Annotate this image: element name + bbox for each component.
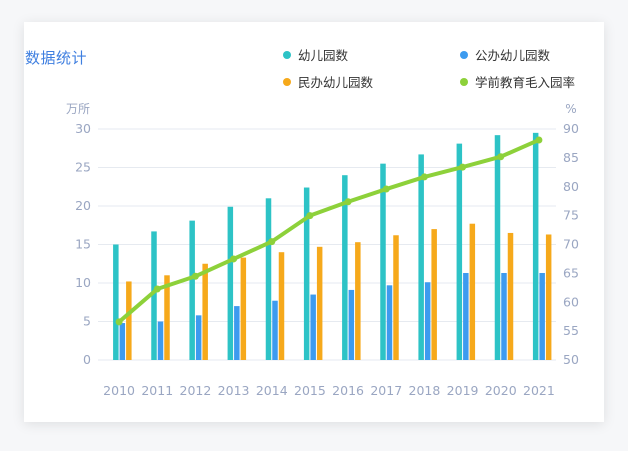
bar-kindergartens bbox=[494, 135, 501, 360]
left-axis-ticks: 0 5 10 15 20 25 30 bbox=[75, 121, 91, 367]
legend-swatch-public bbox=[460, 50, 468, 59]
line-point bbox=[344, 198, 352, 206]
bar-private bbox=[393, 235, 399, 360]
right-tick-label: 60 bbox=[563, 294, 579, 309]
right-tick-label: 90 bbox=[563, 121, 579, 136]
x-axis-labels: 2010 2011 2012 2013 2014 2015 2016 2017 2018 2019… bbox=[103, 383, 555, 398]
x-tick-label: 2016 bbox=[332, 383, 364, 398]
bar-public bbox=[310, 294, 316, 360]
bar-kindergartens bbox=[151, 231, 157, 360]
legend-public[interactable]: 公办幼儿园数 bbox=[460, 45, 550, 64]
line-point bbox=[535, 136, 543, 144]
legend-kindergartens[interactable]: 幼儿园数 bbox=[283, 45, 348, 64]
bar-public bbox=[386, 285, 393, 360]
chart-title: 数据统计 bbox=[25, 49, 88, 67]
bar-public bbox=[539, 272, 545, 360]
legend-private[interactable]: 民办幼儿园数 bbox=[283, 72, 373, 91]
bar-kindergartens bbox=[189, 220, 195, 360]
line-point bbox=[153, 285, 161, 293]
bar-kindergartens bbox=[227, 206, 234, 360]
line-point bbox=[115, 318, 123, 326]
bar-public bbox=[424, 282, 431, 360]
right-tick-label: 85 bbox=[563, 150, 579, 165]
x-tick-label: 2012 bbox=[180, 383, 212, 398]
x-tick-label: 2014 bbox=[256, 383, 288, 398]
bar-public bbox=[348, 289, 355, 360]
left-tick-label: 0 bbox=[83, 352, 91, 367]
line-point bbox=[230, 255, 238, 263]
bar-private bbox=[545, 234, 552, 360]
line-point bbox=[459, 163, 467, 171]
line-point bbox=[497, 153, 505, 161]
bar-public bbox=[157, 321, 164, 360]
bar-public bbox=[501, 272, 507, 360]
x-tick-label: 2011 bbox=[141, 383, 173, 398]
legend-label-gross-rate: 学前教育毛入园率 bbox=[475, 75, 576, 90]
legend-swatch-private bbox=[283, 77, 291, 86]
legend-label-kindergartens: 幼儿园数 bbox=[298, 48, 349, 63]
right-tick-label: 65 bbox=[563, 265, 579, 280]
left-tick-label: 5 bbox=[83, 314, 91, 329]
bar-kindergartens bbox=[265, 198, 272, 360]
line-series bbox=[115, 136, 543, 326]
bar-kindergartens bbox=[532, 132, 539, 360]
bar-kindergartens bbox=[380, 163, 386, 360]
bar-private bbox=[126, 281, 132, 360]
right-tick-label: 70 bbox=[563, 237, 579, 252]
x-tick-label: 2017 bbox=[370, 383, 402, 398]
left-tick-label: 30 bbox=[75, 121, 91, 136]
bar-public bbox=[195, 315, 202, 360]
bar-private bbox=[240, 257, 247, 360]
x-tick-label: 2018 bbox=[409, 383, 441, 398]
left-tick-label: 15 bbox=[75, 237, 91, 252]
bar-private bbox=[202, 263, 208, 360]
line-point bbox=[382, 185, 390, 193]
bar-series bbox=[113, 132, 552, 360]
bar-kindergartens bbox=[342, 175, 348, 360]
bar-kindergartens bbox=[113, 244, 119, 360]
left-tick-label: 10 bbox=[75, 275, 91, 290]
left-axis-unit: 万所 bbox=[66, 102, 90, 116]
left-tick-label: 20 bbox=[75, 198, 91, 213]
legend-swatch-kindergartens bbox=[283, 50, 291, 59]
bar-private bbox=[278, 252, 285, 360]
right-axis-unit: % bbox=[565, 102, 576, 116]
bar-kindergartens bbox=[418, 154, 424, 360]
legend-label-private: 民办幼儿园数 bbox=[298, 75, 374, 90]
bar-private bbox=[507, 232, 514, 360]
legend-label-public: 公办幼儿园数 bbox=[475, 48, 551, 63]
line-point bbox=[306, 212, 314, 220]
x-tick-label: 2010 bbox=[103, 383, 135, 398]
x-tick-label: 2015 bbox=[294, 383, 326, 398]
bar-private bbox=[469, 223, 476, 360]
bar-private bbox=[316, 246, 323, 360]
line-point bbox=[191, 272, 199, 280]
right-tick-label: 80 bbox=[563, 179, 579, 194]
bar-kindergartens bbox=[303, 187, 310, 360]
x-tick-label: 2019 bbox=[447, 383, 479, 398]
bar-private bbox=[164, 275, 170, 360]
x-tick-label: 2021 bbox=[523, 383, 555, 398]
bar-public bbox=[119, 323, 126, 360]
right-axis-ticks: 50 55 60 65 70 75 80 85 90 bbox=[563, 121, 579, 367]
left-tick-label: 25 bbox=[75, 160, 91, 175]
right-tick-label: 50 bbox=[563, 352, 579, 367]
line-point bbox=[420, 173, 428, 181]
bar-kindergartens bbox=[456, 143, 463, 360]
legend-swatch-gross-rate bbox=[460, 77, 468, 86]
bar-private bbox=[431, 229, 437, 360]
x-tick-label: 2013 bbox=[218, 383, 250, 398]
bar-public bbox=[272, 300, 278, 360]
right-tick-label: 75 bbox=[563, 208, 579, 223]
bar-private bbox=[355, 242, 361, 360]
bar-public bbox=[234, 306, 240, 360]
x-tick-label: 2020 bbox=[485, 383, 517, 398]
legend-gross-rate[interactable]: 学前教育毛入园率 bbox=[460, 72, 575, 91]
line-gross-rate bbox=[117, 137, 541, 324]
line-point bbox=[268, 238, 276, 246]
right-tick-label: 55 bbox=[563, 323, 579, 338]
bar-public bbox=[463, 272, 469, 360]
